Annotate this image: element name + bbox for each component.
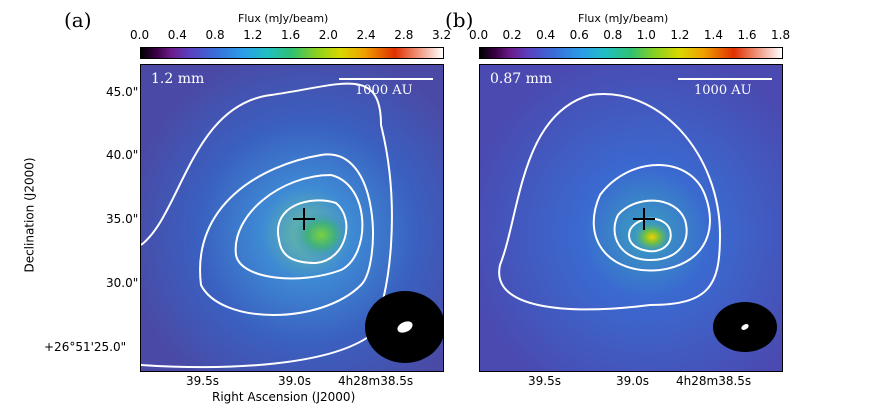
colorbar-tick-label: 2.8 <box>394 28 414 42</box>
contour-1 <box>498 93 722 311</box>
colorbar-tick-label: 1.6 <box>737 28 757 42</box>
panel-a-scale-label: 1000 AU <box>355 83 413 98</box>
y-tick: 35.0" <box>106 212 139 226</box>
y-tick: 45.0" <box>106 85 139 99</box>
panel-b-letter: (b) <box>445 8 474 32</box>
panel-a-colorbar <box>140 47 444 59</box>
x-tick: 39.0s <box>616 374 649 388</box>
colorbar-tick-label: 0.8 <box>603 28 623 42</box>
colorbar-tick-label: 1.2 <box>670 28 690 42</box>
contour-3 <box>234 173 364 280</box>
colorbar-tick-label: 1.6 <box>281 28 301 42</box>
panel-b-colorbar-title: Flux (mJy/beam) <box>578 12 669 25</box>
colorbar-tick-label: 2.0 <box>318 28 338 42</box>
colorbar-tick-label: 1.8 <box>771 28 791 42</box>
panel-a-wavelength: 1.2 mm <box>151 71 205 87</box>
colorbar-tick-label: 0.4 <box>536 28 556 42</box>
beam-inner <box>397 321 413 333</box>
panel-b-image <box>480 65 782 371</box>
x-axis-label: Right Ascension (J2000) <box>212 390 356 404</box>
colorbar-tick-label: 2.4 <box>356 28 376 42</box>
x-tick: 39.0s <box>278 374 311 388</box>
y-tick: 30.0" <box>106 276 139 290</box>
colorbar-tick-label: 0.0 <box>130 28 150 42</box>
contour-2 <box>199 153 374 316</box>
colorbar-tick-label: 1.2 <box>243 28 263 42</box>
x-tick: 39.5s <box>186 374 219 388</box>
colorbar-tick-label: 1.4 <box>703 28 723 42</box>
y-axis-label: Declination (J2000) <box>22 157 37 273</box>
beam-inner <box>741 324 749 330</box>
panel-b-wavelength: 0.87 mm <box>490 71 553 87</box>
contour-4 <box>276 199 348 265</box>
x-tick: 4h28m38.5s <box>676 374 752 388</box>
y-tick: +26°51'25.0" <box>44 340 127 354</box>
x-tick: 39.5s <box>528 374 561 388</box>
panel-a-map: 1.2 mm 1000 AU <box>140 64 444 372</box>
panel-a-letter: (a) <box>64 8 92 32</box>
colorbar-tick-label: 0.6 <box>569 28 589 42</box>
colorbar-tick-label: 0.4 <box>167 28 187 42</box>
panel-b-colorbar <box>479 47 783 59</box>
colorbar-tick-label: 1.0 <box>636 28 656 42</box>
x-tick: 4h28m38.5s <box>338 374 414 388</box>
y-tick: 40.0" <box>106 148 139 162</box>
panel-b-map: 0.87 mm 1000 AU <box>479 64 783 372</box>
colorbar-tick-label: 3.2 <box>432 28 452 42</box>
panel-a-image <box>141 65 443 371</box>
contour-3 <box>613 199 688 262</box>
contour-1 <box>141 82 393 369</box>
colorbar-tick-label: 0.2 <box>502 28 522 42</box>
colorbar-tick-label: 0.8 <box>205 28 225 42</box>
panel-b-scale-label: 1000 AU <box>694 83 752 98</box>
panel-a-colorbar-title: Flux (mJy/beam) <box>238 12 329 25</box>
contour-2 <box>592 164 711 272</box>
colorbar-tick-label: 0.0 <box>469 28 489 42</box>
